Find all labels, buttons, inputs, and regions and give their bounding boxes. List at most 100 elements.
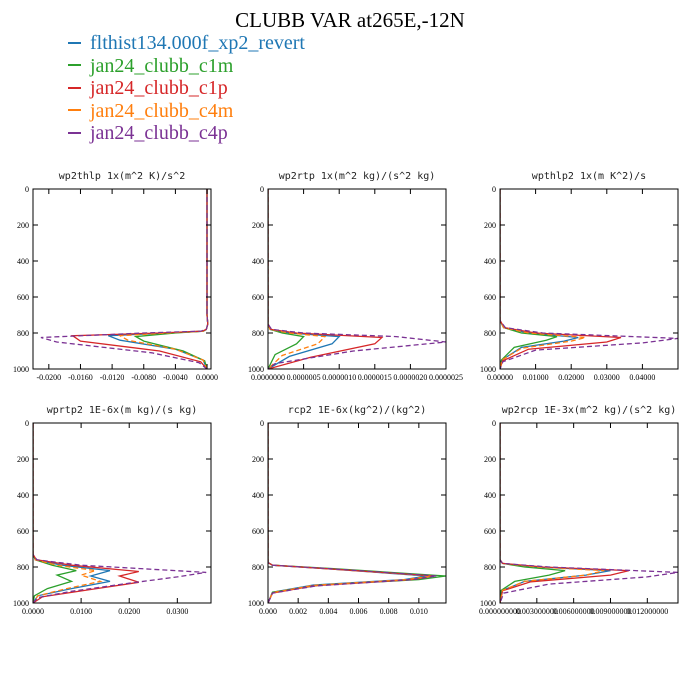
legend-swatch (68, 86, 81, 89)
x-tick-label: 0.004 (319, 607, 337, 616)
series-line (268, 423, 435, 603)
legend-swatch (68, 41, 81, 44)
legend-label: flthist134.000f_xp2_revert (90, 32, 305, 54)
panel-title: rcp2 1E-6x(kg^2)/(kg^2) (288, 405, 426, 416)
series-line (268, 189, 446, 369)
plot-frame (499, 422, 679, 604)
series-line (133, 189, 209, 369)
y-tick-label: 600 (17, 293, 29, 302)
plot-frame (267, 422, 447, 604)
series-line (33, 423, 207, 603)
plot-frame (267, 188, 447, 370)
plot-frame (32, 188, 212, 370)
y-tick-label: 400 (17, 257, 29, 266)
series-line (268, 423, 431, 603)
series-line (268, 423, 437, 603)
y-tick-label: 600 (484, 527, 496, 536)
y-tick-label: 200 (252, 221, 264, 230)
x-tick-label: 0.02000 (558, 373, 584, 382)
series-line (500, 189, 622, 369)
series-line (500, 423, 630, 603)
legend-label: jan24_clubb_c4p (90, 122, 228, 144)
y-tick-label: 600 (17, 527, 29, 536)
y-tick-label: 800 (252, 329, 264, 338)
x-tick-label: 0.0000015 (358, 373, 392, 382)
series-line (268, 189, 305, 369)
series-line (500, 423, 678, 603)
y-tick-label: 0 (260, 185, 264, 194)
y-tick-label: 0 (260, 419, 264, 428)
series-line (107, 189, 209, 369)
y-tick-label: 1000 (13, 365, 29, 374)
y-tick-label: 200 (17, 221, 29, 230)
y-tick-label: 400 (17, 491, 29, 500)
y-tick-label: 400 (252, 491, 264, 500)
x-tick-label: -0.0080 (131, 373, 156, 382)
x-tick-label: 0.0000025 (429, 373, 463, 382)
series-line (268, 189, 384, 369)
y-tick-label: 600 (252, 527, 264, 536)
x-tick-label: 0.00000 (487, 373, 513, 382)
x-tick-label: 0.0000005 (287, 373, 321, 382)
y-tick-label: 0 (492, 185, 496, 194)
panel-title: wp2rcp 1E-3x(m^2 kg)/(s^2 kg) (502, 405, 677, 416)
panel-4: wprtp2 1E-6x(m kg)/(s kg) 0 200 400 600 800 10… (13, 405, 212, 616)
y-tick-label: 0 (25, 185, 29, 194)
series-line (33, 423, 103, 603)
legend-item: jan24_clubb_c4p (68, 122, 305, 145)
legend-item: flthist134.000f_xp2_revert (68, 32, 305, 55)
y-tick-label: 0 (25, 419, 29, 428)
series-line (500, 423, 605, 603)
series-line (268, 189, 327, 369)
panel-2: wp2rtp 1x(m^2 kg)/(s^2 kg) 0 200 400 600 800 1… (248, 171, 463, 382)
y-tick-label: 200 (252, 455, 264, 464)
panel-title: wpthlp2 1x(m K^2)/s (532, 171, 646, 182)
x-tick-label: 0.0000 (22, 607, 44, 616)
y-tick-label: 800 (252, 563, 264, 572)
x-tick-label: 0.002 (289, 607, 307, 616)
y-tick-label: 1000 (480, 365, 496, 374)
y-tick-label: 800 (484, 563, 496, 572)
figure-title: CLUBB VAR at265E,-12N (235, 8, 465, 32)
x-tick-label: 0.006 (350, 607, 368, 616)
panel-title: wp2thlp 1x(m^2 K)/s^2 (59, 171, 185, 182)
legend-swatch (68, 109, 81, 112)
y-tick-label: 600 (252, 293, 264, 302)
series-line (500, 189, 558, 369)
y-tick-label: 400 (252, 257, 264, 266)
x-tick-label: 0.0000010 (322, 373, 356, 382)
x-tick-label: 0.0000 (196, 373, 218, 382)
panel-title: wp2rtp 1x(m^2 kg)/(s^2 kg) (279, 171, 436, 182)
series-line (33, 423, 140, 603)
x-tick-label: 0.01000 (523, 373, 549, 382)
y-tick-label: 1000 (13, 599, 29, 608)
y-tick-label: 200 (484, 221, 496, 230)
y-tick-label: 800 (17, 329, 29, 338)
y-tick-label: 1000 (480, 599, 496, 608)
legend-item: jan24_clubb_c4m (68, 100, 305, 123)
y-tick-label: 400 (484, 257, 496, 266)
series-line (40, 189, 209, 369)
x-tick-label: -0.0200 (36, 373, 61, 382)
x-tick-label: 0.010 (410, 607, 428, 616)
panel-5: rcp2 1E-6x(kg^2)/(kg^2) 0 200 400 600 800 1000… (248, 405, 447, 616)
legend-item: jan24_clubb_c1m (68, 55, 305, 78)
x-tick-label: 0.04000 (629, 373, 655, 382)
y-tick-label: 200 (17, 455, 29, 464)
x-tick-label: 0.0200 (118, 607, 140, 616)
y-tick-label: 1000 (248, 365, 264, 374)
series-line (500, 189, 678, 369)
x-tick-label: 0.03000 (594, 373, 620, 382)
x-tick-label: 0.0100 (70, 607, 92, 616)
x-tick-label: 0.003000000 (516, 607, 558, 616)
legend-label: jan24_clubb_c4m (90, 99, 234, 122)
y-tick-label: 800 (17, 563, 29, 572)
y-tick-label: 0 (492, 419, 496, 428)
x-tick-label: 0.012000000 (626, 607, 668, 616)
x-tick-label: -0.0120 (100, 373, 125, 382)
y-tick-label: 400 (484, 491, 496, 500)
y-tick-label: 600 (484, 293, 496, 302)
x-tick-label: -0.0040 (163, 373, 188, 382)
series-line (268, 189, 341, 369)
panel-6: wp2rcp 1E-3x(m^2 kg)/(s^2 kg) 0 200 400 600 8… (479, 405, 679, 616)
